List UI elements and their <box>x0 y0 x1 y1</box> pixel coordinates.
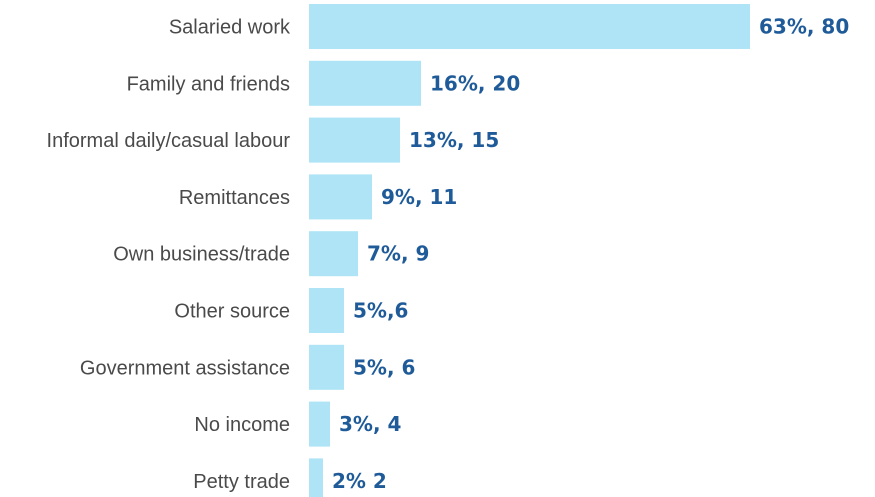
bars-group <box>309 4 750 497</box>
category-label-7: No income <box>194 414 290 436</box>
data-label-2: 13%, 15 <box>409 128 499 152</box>
data-label-3: 9%, 11 <box>381 185 457 209</box>
data-label-1: 16%, 20 <box>430 71 520 95</box>
bar-6 <box>309 344 344 390</box>
category-label-8: Petty trade <box>193 471 290 493</box>
category-label-1: Family and friends <box>127 73 290 95</box>
data-label-4: 7%, 9 <box>367 242 429 266</box>
bar-4 <box>309 231 358 277</box>
category-label-0: Salaried work <box>169 17 291 39</box>
data-labels-group: 63%, 80 16%, 20 13%, 15 9%, 11 7%, 9 5%,6 5%, … <box>332 15 849 493</box>
bar-2 <box>309 117 400 163</box>
data-label-6: 5%, 6 <box>353 355 415 379</box>
category-label-6: Government assistance <box>80 357 290 379</box>
data-label-7: 3%, 4 <box>339 412 401 436</box>
data-label-0: 63%, 80 <box>759 15 849 39</box>
category-label-5: Other source <box>174 301 290 323</box>
category-label-4: Own business/trade <box>113 244 290 266</box>
bar-5 <box>309 288 344 333</box>
data-label-5: 5%,6 <box>353 299 408 323</box>
category-labels-group: Salaried work Family and friends Informal … <box>47 17 291 493</box>
bar-3 <box>309 174 372 220</box>
bar-8 <box>309 458 323 497</box>
data-label-8: 2% 2 <box>332 469 387 493</box>
bar-7 <box>309 401 330 447</box>
category-label-3: Remittances <box>179 187 290 209</box>
bar-1 <box>309 60 421 106</box>
bar-0 <box>309 4 750 49</box>
category-label-2: Informal daily/casual labour <box>47 130 291 152</box>
